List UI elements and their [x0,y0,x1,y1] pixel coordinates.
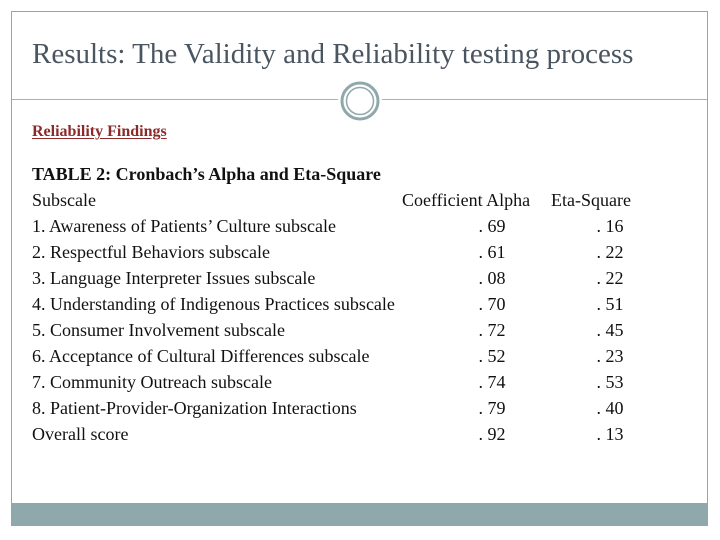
table-header-row: Subscale Coefficient Alpha Eta-Square [0,190,720,214]
table-row: 8. Patient-Provider-Organization Interac… [0,398,720,422]
alpha-value: . 79 [478,398,506,418]
alpha-value: . 70 [478,294,506,314]
section-heading: Reliability Findings [32,123,167,140]
table-row: 1. Awareness of Patients’ Culture subsca… [0,216,720,240]
alpha-value: . 72 [478,320,506,340]
alpha-value: . 61 [478,242,506,262]
eta-value: . 23 [596,346,624,366]
eta-value: . 22 [596,268,624,288]
alpha-value: . 52 [478,346,506,366]
header-coefficient-alpha: Coefficient Alpha [402,190,531,210]
subscale-name: 7. Community Outreach subscale [32,372,272,392]
eta-value: . 13 [596,424,624,444]
table-row-overall: Overall score . 92 . 13 [0,424,720,448]
table-row: 6. Acceptance of Cultural Differences su… [0,346,720,370]
alpha-value: . 92 [478,424,506,444]
subscale-name: 2. Respectful Behaviors subscale [32,242,270,262]
alpha-value: . 69 [478,216,506,236]
alpha-value: . 08 [478,268,506,288]
table-row: 4. Understanding of Indigenous Practices… [0,294,720,318]
subscale-name: 5. Consumer Involvement subscale [32,320,285,340]
table-row: 5. Consumer Involvement subscale . 72 . … [0,320,720,344]
footer-bar [12,503,707,525]
slide-frame [11,11,708,526]
table-caption: TABLE 2: Cronbach’s Alpha and Eta-Square [32,164,381,184]
header-eta-square: Eta-Square [551,190,631,210]
subscale-name: 6. Acceptance of Cultural Differences su… [32,346,370,366]
eta-value: . 16 [596,216,624,236]
eta-value: . 45 [596,320,624,340]
eta-value: . 51 [596,294,624,314]
eta-value: . 40 [596,398,624,418]
table-row: 3. Language Interpreter Issues subscale … [0,268,720,292]
header-subscale: Subscale [32,190,96,210]
table-row: 7. Community Outreach subscale . 74 . 53 [0,372,720,396]
subscale-name: 3. Language Interpreter Issues subscale [32,268,316,288]
subscale-name: Overall score [32,424,129,444]
slide-title: Results: The Validity and Reliability te… [32,38,634,70]
subscale-name: 8. Patient-Provider-Organization Interac… [32,398,357,418]
table-row: 2. Respectful Behaviors subscale . 61 . … [0,242,720,266]
eta-value: . 53 [596,372,624,392]
circle-ornament-icon [338,79,382,123]
eta-value: . 22 [596,242,624,262]
subscale-name: 1. Awareness of Patients’ Culture subsca… [32,216,336,236]
alpha-value: . 74 [478,372,506,392]
subscale-name: 4. Understanding of Indigenous Practices… [32,294,395,314]
